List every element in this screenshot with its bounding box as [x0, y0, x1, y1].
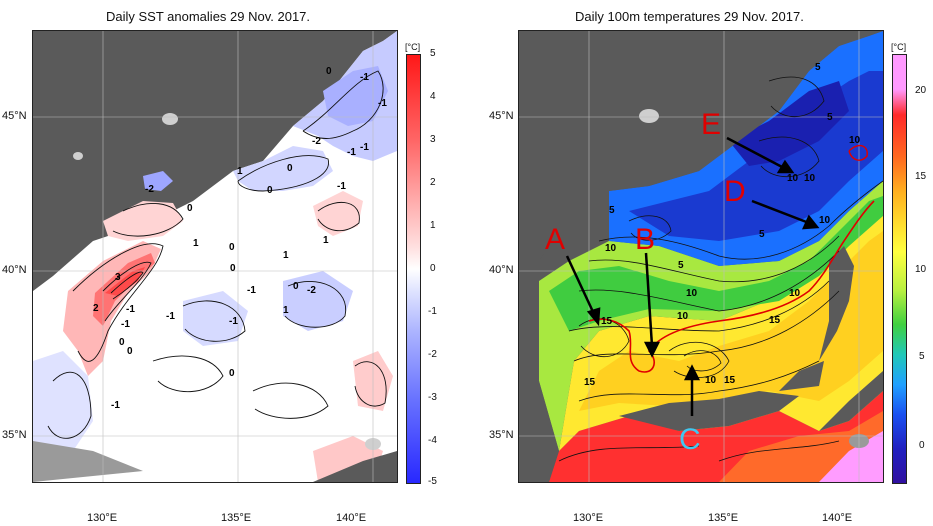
- marker-label-d: D: [724, 175, 746, 208]
- contour-label: 0: [119, 337, 125, 348]
- colorbar-tick: 1: [430, 220, 436, 231]
- contour-label: 10: [789, 288, 801, 299]
- contour-label: -1: [360, 72, 369, 83]
- contour-label: 0: [229, 242, 235, 253]
- sst-anomaly-map: 0 -1 -1 -2 -1 -1 -2 1 0 0 -1 0 1 1 0 -1 …: [32, 30, 398, 483]
- contour-label: -2: [307, 285, 316, 296]
- temperature-100m-panel: Daily 100m temperatures 29 Nov. 2017.: [465, 0, 933, 526]
- colorbar-tick: 5: [919, 351, 925, 362]
- contour-label: 0: [187, 203, 193, 214]
- x-tick-label: 130°E: [573, 512, 604, 524]
- marker-label-b: B: [635, 223, 655, 256]
- contour-label: 10: [705, 375, 717, 386]
- colorbar-tick: -1: [428, 306, 437, 317]
- contour-label: 5: [759, 229, 765, 240]
- colorbar-tick: 20: [915, 85, 927, 96]
- contour-label: 3: [115, 272, 121, 283]
- contour-label: 10: [605, 243, 617, 254]
- y-tick-label: 45°N: [2, 110, 27, 122]
- contour-label: -2: [312, 136, 321, 147]
- colorbar-tick: -4: [428, 435, 437, 446]
- marker-label-e: E: [701, 108, 721, 141]
- temperature-100m-title: Daily 100m temperatures 29 Nov. 2017.: [575, 9, 804, 24]
- colorbar-tick: -5: [428, 476, 437, 487]
- contour-label: 10: [677, 311, 689, 322]
- marker-label-c: C: [679, 423, 701, 456]
- contour-label: 10: [819, 215, 831, 226]
- contour-label: 1: [323, 235, 329, 246]
- contour-label: 0: [127, 346, 133, 357]
- sst-anomaly-colorbar: [406, 54, 421, 484]
- contour-label: 1: [193, 238, 199, 249]
- contour-label: 10: [804, 173, 816, 184]
- contour-label: 0: [293, 281, 299, 292]
- x-tick-label: 130°E: [87, 512, 118, 524]
- contour-label: 1: [283, 305, 289, 316]
- contour-label: 15: [601, 316, 613, 327]
- contour-label: -1: [111, 400, 120, 411]
- x-tick-label: 135°E: [708, 512, 739, 524]
- y-tick-label: 40°N: [489, 264, 514, 276]
- contour-label: 0: [326, 66, 332, 77]
- contour-label: 0: [229, 368, 235, 379]
- contour-label: 15: [769, 315, 781, 326]
- contour-label: 0: [287, 163, 293, 174]
- temperature-colorbar: [892, 54, 907, 484]
- contour-label: 0: [230, 263, 236, 274]
- y-tick-label: 35°N: [2, 429, 27, 441]
- colorbar-tick: 0: [430, 263, 436, 274]
- colorbar-tick: 0: [919, 440, 925, 451]
- colorbar-tick: -2: [428, 349, 437, 360]
- contour-label: 1: [237, 166, 243, 177]
- contour-label: -1: [121, 319, 130, 330]
- contour-label: 5: [678, 260, 684, 271]
- contour-label: -1: [360, 142, 369, 153]
- contour-label: 15: [584, 377, 596, 388]
- contour-label: -1: [247, 285, 256, 296]
- contour-label: 5: [815, 62, 821, 73]
- x-tick-label: 140°E: [822, 512, 853, 524]
- colorbar-unit: [°C]: [405, 42, 421, 52]
- contour-label: -1: [166, 311, 175, 322]
- contour-label: -1: [347, 147, 356, 158]
- y-tick-label: 35°N: [489, 429, 514, 441]
- sst-anomaly-title: Daily SST anomalies 29 Nov. 2017.: [106, 9, 311, 24]
- colorbar-tick: 15: [915, 171, 927, 182]
- colorbar-tick: 10: [915, 264, 927, 275]
- sst-anomaly-panel: Daily SST anomalies 29 Nov. 2017.: [0, 0, 460, 526]
- contour-label: 2: [93, 303, 99, 314]
- colorbar-unit: [°C]: [891, 42, 907, 52]
- contour-label: 1: [283, 250, 289, 261]
- marker-label-a: A: [545, 223, 565, 256]
- contour-label: -1: [378, 98, 387, 109]
- contour-label: 10: [686, 288, 698, 299]
- temperature-100m-map: 5 10 5 10 5 10 10 5 5 10 10 10 15 15 10 …: [518, 30, 884, 483]
- contour-label: 0: [267, 185, 273, 196]
- colorbar-tick: 4: [430, 91, 436, 102]
- contour-label: -1: [337, 181, 346, 192]
- colorbar-tick: 2: [430, 177, 436, 188]
- x-tick-label: 140°E: [336, 512, 367, 524]
- y-tick-label: 45°N: [489, 110, 514, 122]
- contour-label: 10: [787, 173, 799, 184]
- colorbar-tick: 3: [430, 134, 436, 145]
- contour-label: -2: [145, 184, 154, 195]
- y-tick-label: 40°N: [2, 264, 27, 276]
- contour-label: 10: [849, 135, 861, 146]
- x-tick-label: 135°E: [221, 512, 252, 524]
- colorbar-tick: -3: [428, 392, 437, 403]
- colorbar-tick: 5: [430, 48, 436, 59]
- contour-label: 5: [609, 205, 615, 216]
- contour-label: 5: [827, 112, 833, 123]
- contour-label: -1: [229, 316, 238, 327]
- contour-label: 15: [724, 375, 736, 386]
- contour-label: -1: [126, 304, 135, 315]
